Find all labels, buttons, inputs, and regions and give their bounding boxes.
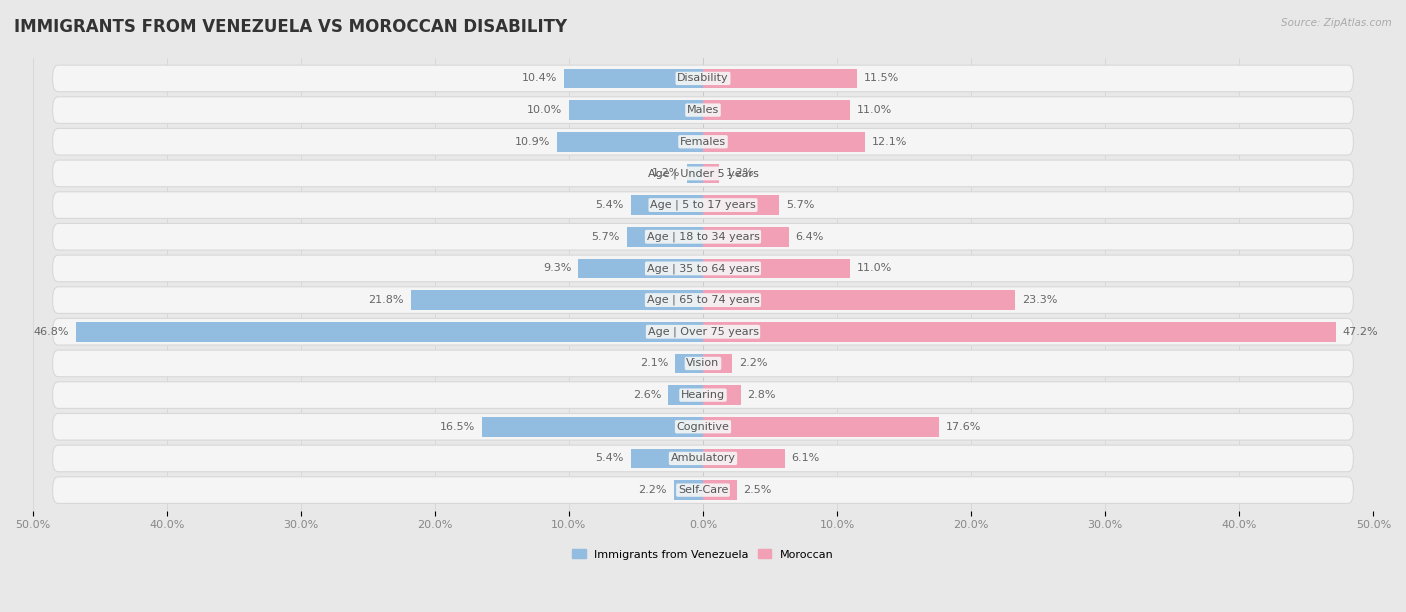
Text: 12.1%: 12.1% bbox=[872, 136, 907, 147]
Bar bbox=[631, 195, 703, 215]
Bar bbox=[578, 259, 703, 278]
Text: Age | Under 5 years: Age | Under 5 years bbox=[648, 168, 758, 179]
Text: Ambulatory: Ambulatory bbox=[671, 453, 735, 463]
Text: 16.5%: 16.5% bbox=[440, 422, 475, 432]
Text: Females: Females bbox=[681, 136, 725, 147]
Bar bbox=[703, 100, 851, 120]
Bar bbox=[569, 100, 703, 120]
Text: Cognitive: Cognitive bbox=[676, 422, 730, 432]
Text: 2.8%: 2.8% bbox=[747, 390, 776, 400]
Bar bbox=[703, 480, 737, 500]
Bar bbox=[627, 227, 703, 247]
Bar bbox=[703, 195, 779, 215]
FancyBboxPatch shape bbox=[52, 223, 1354, 250]
Text: 2.5%: 2.5% bbox=[744, 485, 772, 495]
FancyBboxPatch shape bbox=[52, 97, 1354, 124]
Text: 6.1%: 6.1% bbox=[792, 453, 820, 463]
Text: Vision: Vision bbox=[686, 359, 720, 368]
Text: 11.0%: 11.0% bbox=[858, 263, 893, 274]
FancyBboxPatch shape bbox=[52, 287, 1354, 313]
Text: Age | 18 to 34 years: Age | 18 to 34 years bbox=[647, 231, 759, 242]
Bar bbox=[411, 290, 703, 310]
Text: Age | 5 to 17 years: Age | 5 to 17 years bbox=[650, 200, 756, 211]
Text: 5.4%: 5.4% bbox=[596, 453, 624, 463]
Bar bbox=[688, 163, 703, 183]
Text: Males: Males bbox=[688, 105, 718, 115]
Bar bbox=[673, 480, 703, 500]
Bar bbox=[631, 449, 703, 468]
Bar bbox=[564, 69, 703, 88]
Text: 46.8%: 46.8% bbox=[34, 327, 69, 337]
FancyBboxPatch shape bbox=[52, 160, 1354, 187]
Text: 5.7%: 5.7% bbox=[786, 200, 814, 210]
Text: Disability: Disability bbox=[678, 73, 728, 83]
Bar bbox=[703, 386, 741, 405]
Text: 5.7%: 5.7% bbox=[592, 232, 620, 242]
Bar bbox=[675, 354, 703, 373]
Bar bbox=[76, 322, 703, 341]
Bar bbox=[557, 132, 703, 152]
Bar bbox=[703, 69, 858, 88]
Text: Age | 65 to 74 years: Age | 65 to 74 years bbox=[647, 295, 759, 305]
Text: 47.2%: 47.2% bbox=[1343, 327, 1378, 337]
FancyBboxPatch shape bbox=[52, 414, 1354, 440]
FancyBboxPatch shape bbox=[52, 65, 1354, 92]
Text: 17.6%: 17.6% bbox=[946, 422, 981, 432]
Bar bbox=[703, 449, 785, 468]
Text: 2.2%: 2.2% bbox=[740, 359, 768, 368]
Text: 2.1%: 2.1% bbox=[640, 359, 668, 368]
Text: 1.2%: 1.2% bbox=[725, 168, 754, 179]
FancyBboxPatch shape bbox=[52, 255, 1354, 282]
Text: 11.5%: 11.5% bbox=[863, 73, 900, 83]
Text: IMMIGRANTS FROM VENEZUELA VS MOROCCAN DISABILITY: IMMIGRANTS FROM VENEZUELA VS MOROCCAN DI… bbox=[14, 18, 567, 36]
Text: Age | Over 75 years: Age | Over 75 years bbox=[648, 327, 758, 337]
Bar bbox=[482, 417, 703, 436]
FancyBboxPatch shape bbox=[52, 318, 1354, 345]
FancyBboxPatch shape bbox=[52, 382, 1354, 408]
Text: Age | 35 to 64 years: Age | 35 to 64 years bbox=[647, 263, 759, 274]
Bar bbox=[703, 163, 718, 183]
FancyBboxPatch shape bbox=[52, 445, 1354, 472]
Text: Hearing: Hearing bbox=[681, 390, 725, 400]
Text: 23.3%: 23.3% bbox=[1022, 295, 1057, 305]
Text: Source: ZipAtlas.com: Source: ZipAtlas.com bbox=[1281, 18, 1392, 28]
Bar bbox=[703, 322, 1336, 341]
Bar bbox=[703, 417, 939, 436]
Text: 2.2%: 2.2% bbox=[638, 485, 666, 495]
Bar bbox=[703, 354, 733, 373]
Text: 5.4%: 5.4% bbox=[596, 200, 624, 210]
Text: 6.4%: 6.4% bbox=[796, 232, 824, 242]
Text: 2.6%: 2.6% bbox=[633, 390, 661, 400]
Text: 10.0%: 10.0% bbox=[527, 105, 562, 115]
Text: 21.8%: 21.8% bbox=[368, 295, 404, 305]
FancyBboxPatch shape bbox=[52, 129, 1354, 155]
Legend: Immigrants from Venezuela, Moroccan: Immigrants from Venezuela, Moroccan bbox=[568, 545, 838, 564]
Text: 1.2%: 1.2% bbox=[652, 168, 681, 179]
Text: 10.9%: 10.9% bbox=[515, 136, 550, 147]
Bar bbox=[703, 132, 865, 152]
FancyBboxPatch shape bbox=[52, 477, 1354, 504]
Bar bbox=[703, 227, 789, 247]
Bar bbox=[668, 386, 703, 405]
Text: 9.3%: 9.3% bbox=[543, 263, 572, 274]
Bar bbox=[703, 259, 851, 278]
FancyBboxPatch shape bbox=[52, 192, 1354, 218]
Text: 11.0%: 11.0% bbox=[858, 105, 893, 115]
Text: Self-Care: Self-Care bbox=[678, 485, 728, 495]
Bar bbox=[703, 290, 1015, 310]
Text: 10.4%: 10.4% bbox=[522, 73, 557, 83]
FancyBboxPatch shape bbox=[52, 350, 1354, 377]
